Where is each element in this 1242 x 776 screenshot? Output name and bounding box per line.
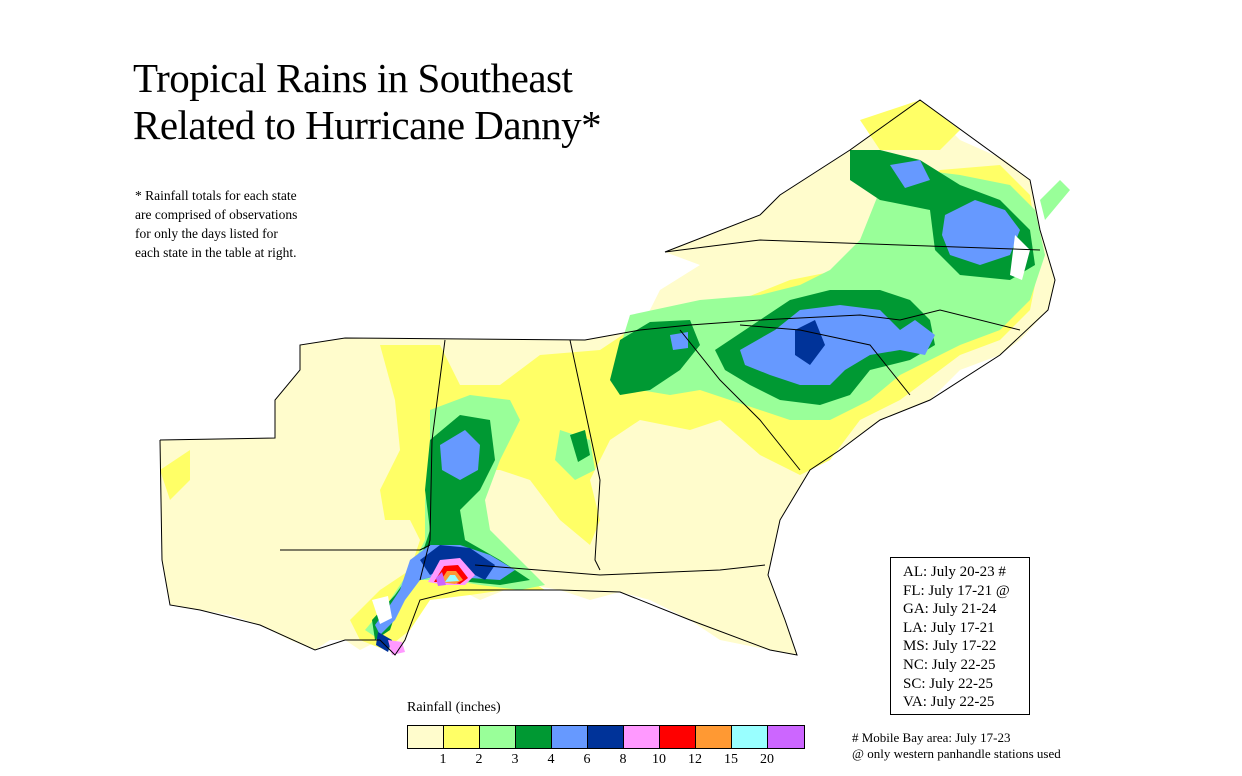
note-line: are comprised of observations: [135, 207, 298, 222]
legend-tick-label: 12: [688, 752, 702, 767]
legend-tick-label: 1: [439, 752, 447, 767]
legend-tick-label: 15: [724, 752, 738, 767]
rain-band-4-6: [440, 430, 480, 480]
legend-swatch: [768, 726, 804, 748]
state-dates-table: AL: July 20-23 # FL: July 17-21 @ GA: Ju…: [890, 557, 1030, 715]
note-line: * Rainfall totals for each state: [135, 188, 297, 203]
note-line: each state in the table at right.: [135, 245, 297, 260]
legend-swatch: [588, 726, 624, 748]
bay-water: [372, 596, 392, 624]
footnote: # Mobile Bay area: July 17-23: [852, 730, 1011, 745]
rainfall-note: * Rainfall totals for each state are com…: [135, 186, 297, 262]
legend-tick-label: 20: [760, 752, 774, 767]
state-date-row: LA: July 17-21: [903, 619, 995, 636]
legend-tick-label: 6: [583, 752, 591, 767]
rain-band-4-6: [740, 305, 935, 385]
state-date-row: AL: July 20-23 #: [903, 564, 1006, 580]
rain-band-1-2: [160, 450, 190, 500]
legend-tick-label: 10: [652, 752, 666, 767]
rain-band-20-plus: [436, 572, 446, 586]
legend-tick-label: 8: [619, 752, 627, 767]
state-date-row: FL: July 17-21 @: [903, 582, 1010, 599]
legend-swatch: [408, 726, 444, 748]
rain-band-6-8: [376, 632, 392, 652]
note-line: for only the days listed for: [135, 226, 278, 241]
state-date-row: SC: July 22-25: [903, 675, 994, 692]
legend-swatch: [624, 726, 660, 748]
rain-band-1-2: [860, 100, 960, 150]
state-date-row: NC: July 22-25: [903, 656, 996, 673]
state-date-row: GA: July 21-24: [903, 601, 997, 618]
legend-swatch: [444, 726, 480, 748]
state-borders: [159, 99, 1056, 656]
legend-color-bar: [407, 725, 805, 749]
state-date-row: VA: July 22-25: [903, 694, 995, 711]
rain-band-6-8: [795, 320, 825, 365]
legend-swatch: [480, 726, 516, 748]
bay-water: [1010, 235, 1030, 280]
legend-swatch: [552, 726, 588, 748]
state-date-row: MS: July 17-22: [903, 638, 997, 655]
rain-band-3-4: [570, 430, 590, 462]
rain-band-15-20: [445, 575, 459, 582]
footnotes: # Mobile Bay area: July 17-23 @ only wes…: [852, 730, 1061, 762]
rain-band-8-10: [388, 640, 405, 655]
legend-swatch: [516, 726, 552, 748]
title-line-2: Related to Hurricane Danny*: [133, 102, 602, 148]
title-line-1: Tropical Rains in Southeast: [133, 55, 573, 101]
footnote: @ only western panhandle stations used: [852, 746, 1061, 761]
legend-tick-label: 3: [511, 752, 519, 767]
rain-band-2-3: [1040, 180, 1070, 220]
legend-tick-label: 4: [547, 752, 555, 767]
legend-swatch: [696, 726, 732, 748]
legend-swatch: [660, 726, 696, 748]
legend-title: Rainfall (inches): [407, 700, 501, 715]
rain-band-4-6: [670, 332, 688, 350]
rain-band-4-6: [890, 160, 930, 188]
legend-tick-label: 2: [475, 752, 483, 767]
map-title: Tropical Rains in Southeast Related to H…: [133, 55, 602, 149]
legend-swatch: [732, 726, 768, 748]
